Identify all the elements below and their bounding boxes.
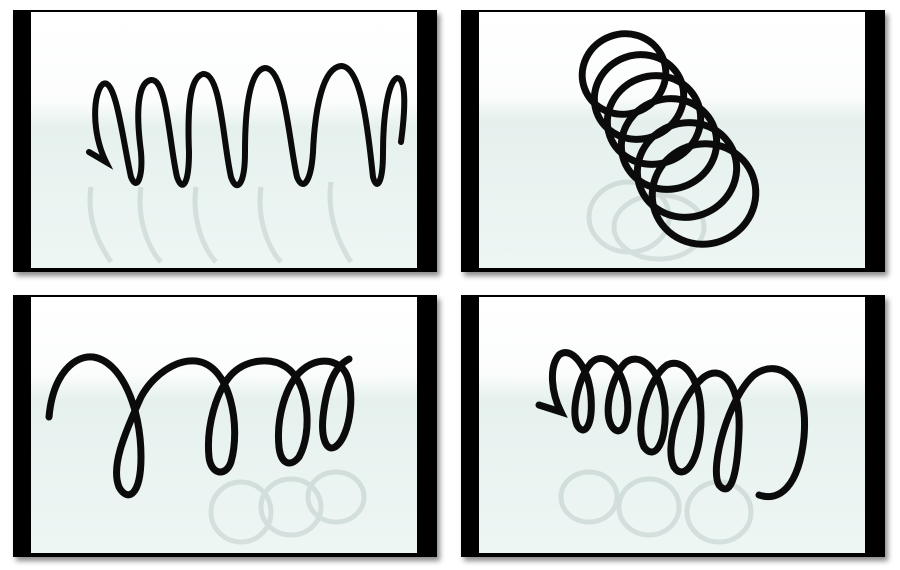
coil-spring [86,62,408,188]
spring-photo-side [31,12,417,268]
coil-spring [45,353,355,499]
photo-panel-angled-view[interactable] [13,295,437,557]
spring-reflection [87,181,354,264]
spring-reflection [208,469,367,545]
photo-panel-angled-view-reverse[interactable] [461,295,885,557]
photo-panel-side-view[interactable] [13,10,437,272]
coil-spring [578,30,760,248]
coil-spring [535,349,809,500]
studio-backdrop [479,12,865,268]
photo-panel-end-view[interactable] [461,10,885,272]
spring-photo-angled [31,297,417,553]
spring-photo-end [479,12,865,268]
spring-photo-angled-reverse [479,297,865,553]
studio-backdrop [31,297,417,553]
